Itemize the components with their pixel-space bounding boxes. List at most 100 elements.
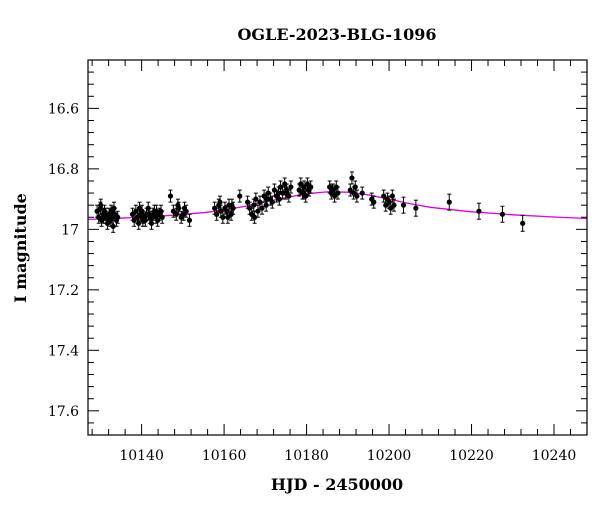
- y-tick-label: 16.6: [48, 101, 79, 117]
- axis-ticks-layer: [88, 59, 588, 436]
- point-marker: [146, 211, 152, 217]
- x-tick-label: 10160: [202, 448, 247, 464]
- data-point: [413, 199, 419, 217]
- point-marker: [136, 220, 142, 226]
- point-marker: [237, 193, 243, 199]
- data-point: [261, 189, 267, 203]
- point-marker: [175, 202, 181, 208]
- point-marker: [381, 193, 387, 199]
- point-marker: [251, 202, 257, 208]
- data-point: [381, 189, 387, 203]
- data-point: [255, 204, 261, 218]
- point-marker: [305, 187, 311, 193]
- point-marker: [255, 208, 261, 214]
- data-point: [253, 192, 259, 206]
- point-marker: [252, 214, 258, 220]
- point-marker: [520, 220, 526, 226]
- data-point: [259, 201, 265, 215]
- data-point: [305, 183, 311, 197]
- point-marker: [229, 202, 235, 208]
- data-point: [167, 189, 174, 203]
- x-axis-label: HJD - 2450000: [271, 475, 403, 494]
- point-marker: [181, 205, 188, 211]
- x-tick-label: 10180: [284, 448, 329, 464]
- point-marker: [186, 217, 193, 223]
- data-point: [499, 205, 506, 223]
- point-marker: [332, 193, 338, 199]
- point-marker: [354, 193, 360, 199]
- data-point: [252, 210, 258, 224]
- point-marker: [329, 187, 335, 193]
- point-marker: [276, 196, 282, 202]
- data-point: [446, 193, 452, 211]
- tick-labels-layer: 10140 10160 10180 10200 10220 10240 16.6 16.8 17…: [48, 101, 576, 464]
- point-marker: [212, 205, 218, 211]
- point-marker: [335, 190, 341, 196]
- point-marker: [140, 217, 146, 223]
- point-marker: [253, 196, 259, 202]
- point-marker: [388, 205, 394, 211]
- data-point: [153, 204, 160, 218]
- data-point: [329, 183, 335, 197]
- point-marker: [259, 205, 265, 211]
- data-point: [520, 214, 526, 232]
- data-point: [175, 198, 181, 212]
- point-marker: [244, 199, 251, 205]
- point-marker: [167, 193, 174, 199]
- data-point: [159, 210, 165, 224]
- data-point: [354, 189, 360, 203]
- point-marker: [277, 184, 284, 190]
- point-marker: [446, 199, 452, 205]
- data-point: [181, 201, 188, 215]
- x-tick-label: 10240: [532, 448, 577, 464]
- data-point: [212, 201, 218, 215]
- data-point: [109, 207, 115, 221]
- data-points-layer: [94, 171, 526, 233]
- y-tick-label: 17.4: [48, 343, 79, 359]
- data-point: [371, 195, 377, 209]
- point-marker: [413, 205, 419, 211]
- point-marker: [131, 217, 137, 223]
- point-marker: [298, 181, 304, 187]
- data-point: [217, 195, 223, 209]
- data-point: [225, 210, 231, 224]
- data-point: [98, 198, 104, 212]
- point-marker: [217, 199, 223, 205]
- data-point: [288, 180, 294, 194]
- data-point: [283, 186, 289, 200]
- point-marker: [153, 208, 160, 214]
- data-point: [282, 177, 288, 191]
- point-marker: [269, 199, 275, 205]
- x-tick-label: 10220: [449, 448, 494, 464]
- data-point: [131, 213, 137, 227]
- point-marker: [257, 199, 263, 205]
- point-marker: [283, 190, 289, 196]
- x-tick-label: 10200: [367, 448, 412, 464]
- data-point: [391, 198, 397, 212]
- point-marker: [225, 214, 231, 220]
- point-marker: [288, 184, 294, 190]
- point-marker: [214, 211, 220, 217]
- point-marker: [173, 211, 179, 217]
- data-point: [276, 192, 282, 206]
- point-marker: [282, 181, 288, 187]
- data-point: [335, 186, 341, 200]
- y-axis-label: I magnitude: [11, 193, 30, 303]
- data-point: [186, 213, 193, 227]
- point-marker: [264, 196, 270, 202]
- data-point: [220, 210, 226, 224]
- y-tick-label: 16.8: [48, 162, 79, 178]
- point-marker: [220, 214, 226, 220]
- point-marker: [149, 214, 155, 220]
- data-point: [214, 207, 220, 221]
- data-point: [140, 213, 146, 227]
- point-marker: [247, 205, 253, 211]
- data-point: [476, 202, 482, 220]
- point-marker: [109, 211, 115, 217]
- data-point: [237, 189, 243, 203]
- y-tick-label: 17: [61, 222, 79, 238]
- data-point: [101, 210, 107, 224]
- data-point: [229, 198, 235, 212]
- data-point: [300, 186, 306, 200]
